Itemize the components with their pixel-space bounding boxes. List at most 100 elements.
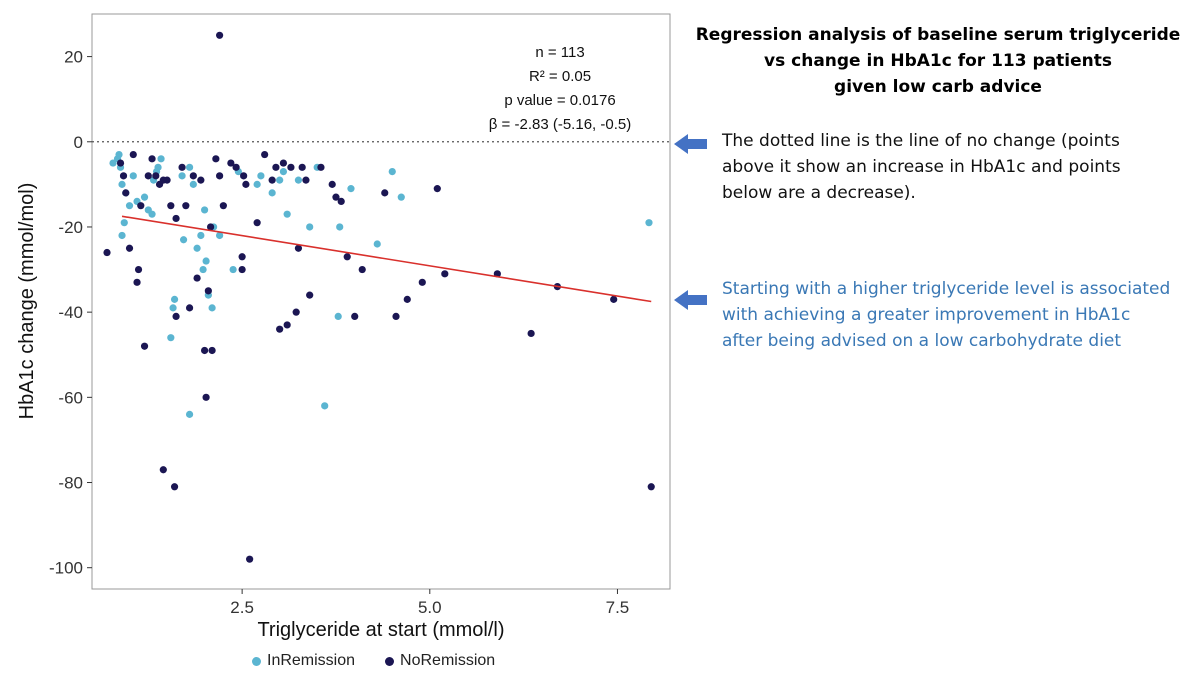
point-no-remission xyxy=(172,312,180,321)
title-line: given low carb advice xyxy=(834,77,1042,97)
point-no-remission xyxy=(238,265,246,274)
point-no-remission xyxy=(418,278,426,286)
point-in-remission xyxy=(154,163,162,171)
point-no-remission xyxy=(204,287,212,295)
point-no-remission xyxy=(647,483,655,491)
note-line: above it show an increase in HbA1c and p… xyxy=(722,157,1121,177)
point-no-remission xyxy=(302,176,310,184)
point-in-remission xyxy=(202,257,210,265)
legend-dot-in-remission xyxy=(252,656,261,666)
note-line: The dotted line is the line of no change… xyxy=(722,131,1120,151)
point-in-remission xyxy=(306,223,314,231)
point-no-remission xyxy=(103,248,111,257)
point-in-remission xyxy=(216,231,224,240)
point-no-remission xyxy=(240,172,248,180)
annotation-line: n = 113 xyxy=(535,44,584,61)
point-in-remission xyxy=(109,159,117,167)
point-no-remission xyxy=(189,172,197,180)
arrow-left-icon xyxy=(674,134,707,154)
plot-panel xyxy=(91,13,671,590)
point-no-remission xyxy=(242,180,250,188)
x-axis-ticks: 2.5 5.0 7.5 xyxy=(230,589,629,617)
point-in-remission xyxy=(321,402,329,410)
point-no-remission xyxy=(172,214,180,223)
point-in-remission xyxy=(189,180,197,188)
point-in-remission xyxy=(140,193,149,201)
point-no-remission xyxy=(133,278,141,286)
point-in-remission xyxy=(185,410,194,418)
y-axis-ticks: 20 0 -20 -40 -60 -80 -100 xyxy=(49,48,92,578)
annotation-line: R² = 0.05 xyxy=(529,68,591,85)
point-in-remission xyxy=(185,163,194,171)
point-no-remission xyxy=(207,223,215,231)
point-no-remission xyxy=(119,172,128,180)
note-line: with achieving a greater improvement in … xyxy=(722,305,1131,325)
annotation-line: β = -2.83 (-5.16, -0.5) xyxy=(489,116,631,133)
y-tick-label: -20 xyxy=(58,218,83,237)
x-tick-label: 2.5 xyxy=(230,598,254,617)
chart-title: Regression analysis of baseline serum tr… xyxy=(688,22,1188,100)
point-in-remission xyxy=(208,304,216,312)
point-no-remission xyxy=(216,172,224,180)
point-in-remission xyxy=(118,231,126,240)
point-in-remission xyxy=(179,236,188,244)
y-tick-label: -80 xyxy=(58,474,83,493)
point-no-remission xyxy=(170,483,179,491)
point-in-remission xyxy=(336,223,344,231)
point-in-remission xyxy=(167,334,175,342)
zero-line-note: The dotted line is the line of no change… xyxy=(722,128,1192,206)
point-in-remission xyxy=(279,167,288,176)
point-in-remission xyxy=(169,304,177,312)
point-no-remission xyxy=(232,163,240,171)
point-in-remission xyxy=(229,265,237,274)
point-in-remission xyxy=(645,219,653,227)
point-no-remission xyxy=(268,176,276,184)
annotation-line: p value = 0.0176 xyxy=(504,92,615,109)
title-line: vs change in HbA1c for 113 patients xyxy=(764,51,1112,71)
point-no-remission xyxy=(212,155,220,163)
point-no-remission xyxy=(493,270,501,278)
point-in-remission xyxy=(118,180,126,188)
legend-dot-no-remission xyxy=(385,656,395,666)
point-no-remission xyxy=(343,253,351,261)
y-axis-label: HbA1c change (mmol/mol) xyxy=(16,183,38,420)
point-no-remission xyxy=(178,163,186,171)
point-no-remission xyxy=(152,172,160,180)
statistics-annotation: n = 113 R² = 0.05 p value = 0.0176 β = -2.8… xyxy=(489,44,631,133)
point-no-remission xyxy=(144,172,152,180)
point-in-remission xyxy=(276,176,284,184)
point-no-remission xyxy=(137,202,145,210)
note-line: below are a decrease). xyxy=(722,183,916,203)
point-in-remission xyxy=(334,312,342,321)
point-in-remission xyxy=(397,193,405,201)
point-no-remission xyxy=(182,202,190,210)
note-line: Starting with a higher triglyceride leve… xyxy=(722,279,1171,299)
point-no-remission xyxy=(328,180,336,188)
point-in-remission xyxy=(388,167,396,176)
legend-label-no-remission: NoRemission xyxy=(400,652,496,669)
y-tick-label: -40 xyxy=(58,303,83,322)
point-in-remission xyxy=(200,206,209,214)
point-in-remission xyxy=(197,231,205,240)
point-in-remission xyxy=(257,172,265,180)
point-no-remission xyxy=(610,295,618,303)
note-line: after being advised on a low carbohydrat… xyxy=(722,331,1122,351)
point-in-remission xyxy=(193,244,201,252)
point-no-remission xyxy=(219,202,227,210)
point-in-remission xyxy=(178,172,186,180)
point-in-remission xyxy=(253,180,261,188)
point-in-remission xyxy=(294,176,303,184)
point-no-remission xyxy=(279,159,288,167)
arrow-to-trend-line xyxy=(674,290,707,310)
point-no-remission xyxy=(403,295,411,303)
point-no-remission xyxy=(332,193,340,201)
point-no-remission xyxy=(202,393,210,401)
legend: InRemission NoRemission xyxy=(252,652,495,670)
point-no-remission xyxy=(272,163,280,171)
point-no-remission xyxy=(167,202,175,210)
arrow-left-icon xyxy=(674,290,707,310)
y-tick-label: 0 xyxy=(74,133,83,152)
point-no-remission xyxy=(134,265,143,274)
point-in-remission xyxy=(125,202,134,210)
point-no-remission xyxy=(148,155,156,163)
